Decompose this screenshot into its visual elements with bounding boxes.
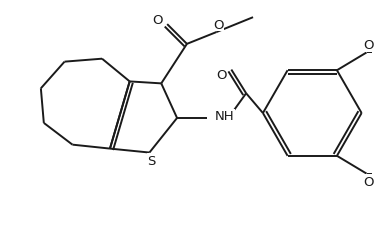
Text: O: O [152,14,162,27]
Text: NH: NH [215,110,234,123]
Text: O: O [363,175,374,188]
Text: O: O [216,69,227,82]
Text: S: S [147,154,156,167]
Text: O: O [213,18,224,31]
Text: O: O [363,39,374,52]
